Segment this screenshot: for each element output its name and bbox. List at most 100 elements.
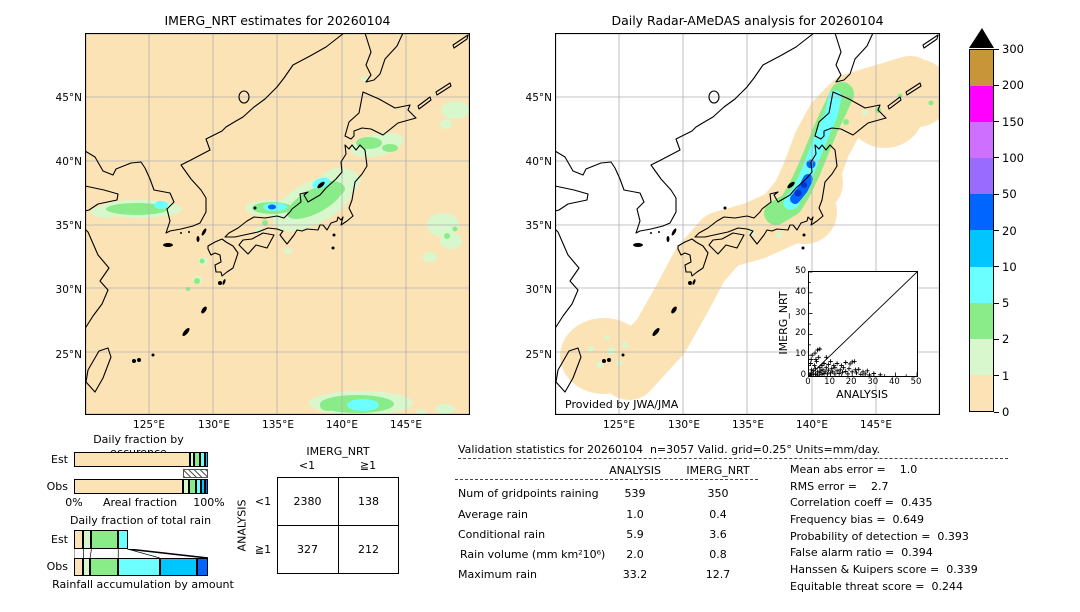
bar-segment	[83, 558, 91, 576]
conting-col-header: IMERG_NRT	[306, 445, 370, 458]
metric-line: False alarm ratio = 0.394	[790, 546, 933, 559]
bar-segment	[182, 479, 190, 494]
bar-segment	[205, 479, 208, 494]
left-map-title: IMERG_NRT estimates for 20260104	[164, 13, 391, 28]
inset-tick-label: 30	[867, 377, 879, 387]
x-tick-label: 140°E	[326, 419, 358, 431]
inset-tick-label: 10	[795, 349, 806, 360]
colorbar-segment	[970, 230, 993, 267]
x-tick-label: 130°E	[198, 419, 230, 431]
validation-title: Validation statistics for 20260104 n=305…	[458, 443, 881, 456]
right-precip-speckles	[588, 110, 868, 369]
colorbar-tick-label: 2	[994, 332, 1009, 346]
y-tick-label: 40°N	[525, 156, 552, 168]
conting-row-label: <1	[254, 495, 272, 508]
colorbar-segment	[970, 50, 993, 87]
x-tick-label: 140°E	[796, 419, 828, 431]
stat-row-imerg: 0.4	[709, 508, 727, 521]
contingency-divider	[277, 525, 399, 526]
inset-tick-label: 10	[824, 377, 835, 387]
y-tick-label: 35°N	[55, 220, 82, 232]
y-tick-label: 45°N	[55, 92, 82, 104]
colorbar-tick-label: 200	[994, 78, 1024, 92]
metric-line: Probability of detection = 0.393	[790, 530, 969, 543]
contingency-cell: 327	[297, 543, 318, 556]
occurrence-obs-label: Obs	[46, 480, 68, 493]
stat-row-analysis: 2.0	[626, 548, 644, 561]
metric-line: Equitable threat score = 0.244	[790, 580, 963, 593]
bar-segment	[74, 530, 84, 549]
inset-tick-label: 30	[795, 307, 806, 318]
colorbar-segment	[970, 86, 993, 123]
bar-segment	[74, 558, 84, 576]
one-to-one-line	[808, 271, 918, 377]
left-map-border	[85, 33, 470, 415]
bar-segment	[118, 530, 128, 549]
occurrence-x-left: 0%	[65, 496, 83, 509]
metric-line: Mean abs error = 1.0	[790, 463, 918, 476]
colorbar	[969, 49, 994, 412]
stat-row-imerg: 12.7	[705, 568, 731, 581]
total-rain-est-bar	[74, 530, 208, 549]
stat-row-label: Conditional rain	[458, 528, 546, 541]
total-rain-connectors	[74, 549, 208, 558]
map-credit: Provided by JWA/JMA	[565, 398, 679, 411]
occurrence-x-label: Areal fraction	[102, 496, 178, 509]
total-rain-obs-label: Obs	[46, 560, 68, 573]
y-tick-label: 45°N	[525, 92, 552, 104]
stat-row-analysis: 5.9	[626, 528, 644, 541]
colorbar-tick-label: 1	[994, 369, 1009, 383]
colorbar-tick-label: 150	[994, 115, 1024, 129]
y-tick-label: 35°N	[525, 220, 552, 232]
x-tick-label: 135°E	[732, 419, 764, 431]
right-map-title: Daily Radar-AMeDAS analysis for 20260104	[611, 13, 884, 28]
bar-segment	[193, 452, 200, 467]
occurrence-x-right: 100%	[193, 496, 225, 509]
validation-col-imerg: IMERG_NRT	[686, 464, 750, 477]
metric-line: RMS error = 2.7	[790, 480, 889, 493]
contingency-cell: 212	[358, 543, 379, 556]
colorbar-segment	[970, 158, 993, 195]
connector-line	[127, 549, 160, 558]
colorbar-tick-label: 300	[994, 42, 1024, 56]
conting-row-header: ANALYSIS	[235, 499, 249, 552]
bar-segment	[201, 479, 206, 494]
colorbar-segment	[970, 338, 993, 375]
bar-segment	[189, 452, 194, 467]
bar-segment	[204, 452, 208, 467]
bar-segment	[83, 530, 92, 549]
colorbar-tick-label: 20	[994, 224, 1017, 238]
bar-segment	[91, 530, 119, 549]
x-tick-label: 125°E	[133, 419, 165, 431]
bar-segment	[74, 479, 183, 494]
stat-row-label: Average rain	[458, 508, 528, 521]
occurrence-hatch-strip	[182, 469, 208, 478]
divider-line	[458, 458, 1008, 459]
total-rain-est-label: Est	[51, 533, 68, 546]
metric-line: Correlation coeff = 0.435	[790, 496, 933, 509]
total-rain-obs-bar	[74, 558, 208, 576]
metric-line: Hanssen & Kuipers score = 0.339	[790, 563, 978, 576]
colorbar-segment	[970, 302, 993, 339]
colorbar-segment	[970, 122, 993, 159]
colorbar-segment	[970, 374, 993, 411]
inset-scatter-plot	[807, 271, 918, 378]
x-tick-label: 145°E	[390, 419, 422, 431]
stat-row-imerg: 3.6	[709, 528, 727, 541]
right-map-border	[555, 33, 940, 415]
y-tick-label: 30°N	[525, 284, 552, 296]
y-tick-label: 30°N	[55, 284, 82, 296]
inset-tick-label: 40	[795, 286, 806, 297]
total-rain-title: Daily fraction of total rain	[69, 514, 212, 527]
divider-line	[455, 479, 758, 480]
inset-tick-label: 20	[795, 328, 806, 339]
x-tick-label: 135°E	[262, 419, 294, 431]
right-precip-blue	[790, 159, 816, 204]
inset-scatter	[807, 271, 918, 378]
bar-segment	[195, 479, 202, 494]
inset-tick-label: 50	[795, 266, 806, 276]
colorbar-tick-label: 5	[994, 296, 1009, 310]
stat-row-imerg: 0.8	[709, 548, 727, 561]
inset-ylabel: IMERG_NRT	[777, 291, 790, 355]
colorbar-tick-label: 0	[994, 405, 1009, 419]
